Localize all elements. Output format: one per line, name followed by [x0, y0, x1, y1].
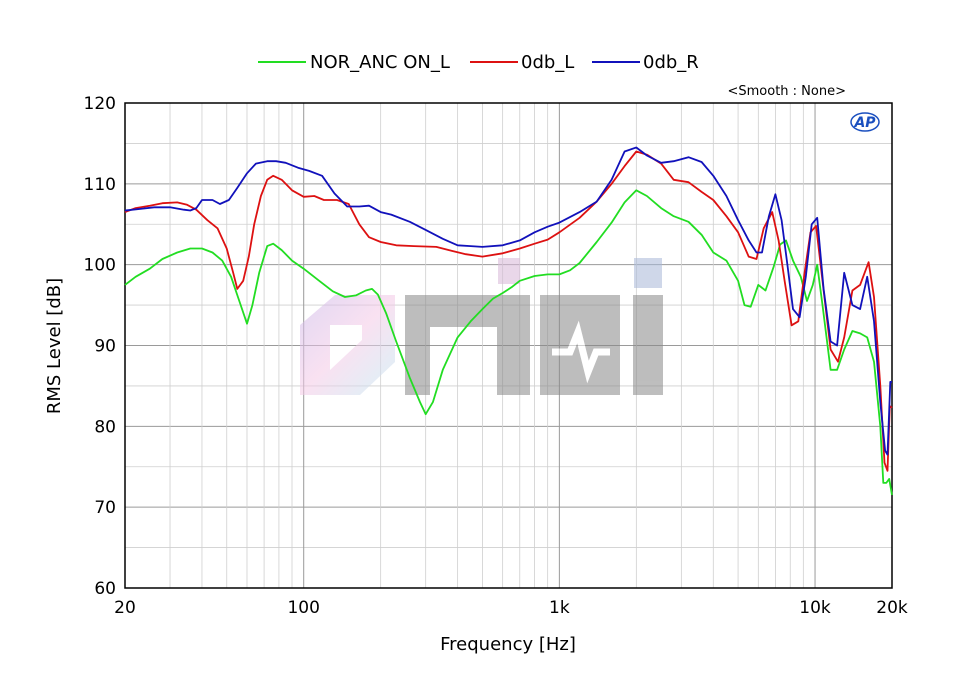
- y-tick-labels: 60 70 80 90 100 110 120: [84, 94, 116, 599]
- legend-label-1: 0db_L: [521, 52, 574, 73]
- legend-label-2: 0db_R: [643, 52, 699, 73]
- y-tick-label: 80: [94, 417, 116, 437]
- x-tick-label: 20k: [876, 598, 908, 618]
- y-tick-label: 60: [94, 579, 116, 599]
- series-line-0: [124, 189, 893, 496]
- smooth-annotation: <Smooth : None>: [727, 84, 846, 99]
- x-tick-label: 1k: [549, 598, 570, 618]
- watermark-n-right: [497, 295, 530, 395]
- x-tick-label: 100: [287, 598, 319, 618]
- series-line-2: [124, 146, 892, 456]
- watermark-i-dot: [498, 258, 520, 284]
- legend: NOR_ANC ON_L 0db_L 0db_R: [258, 52, 699, 73]
- legend-label-0: NOR_ANC ON_L: [310, 52, 450, 73]
- x-tick-label: 10k: [799, 598, 831, 618]
- x-axis-title: Frequency [Hz]: [440, 634, 576, 655]
- y-axis-title: RMS Level [dB]: [44, 278, 65, 414]
- y-tick-label: 110: [84, 175, 116, 195]
- y-tick-label: 120: [84, 94, 116, 114]
- watermark-i2-dot: [634, 258, 662, 288]
- ap-logo: AP: [850, 112, 880, 132]
- watermark-pulse-icon: [552, 320, 610, 384]
- ap-logo-text: AP: [853, 115, 876, 131]
- series-layer: [124, 146, 893, 496]
- y-tick-label: 70: [94, 498, 116, 518]
- watermark-o-shape: [300, 295, 395, 395]
- x-tick-label: 20: [114, 598, 136, 618]
- watermark-i2-shape: [633, 295, 663, 395]
- plot-frame: [124, 102, 893, 589]
- ap-logo-ring: [850, 112, 880, 132]
- watermark: [300, 258, 663, 395]
- y-tick-label: 90: [94, 337, 116, 357]
- y-tick-label: 100: [84, 256, 116, 276]
- series-line-1: [124, 150, 893, 472]
- x-tick-labels: 20 100 1k 10k 20k: [114, 598, 908, 618]
